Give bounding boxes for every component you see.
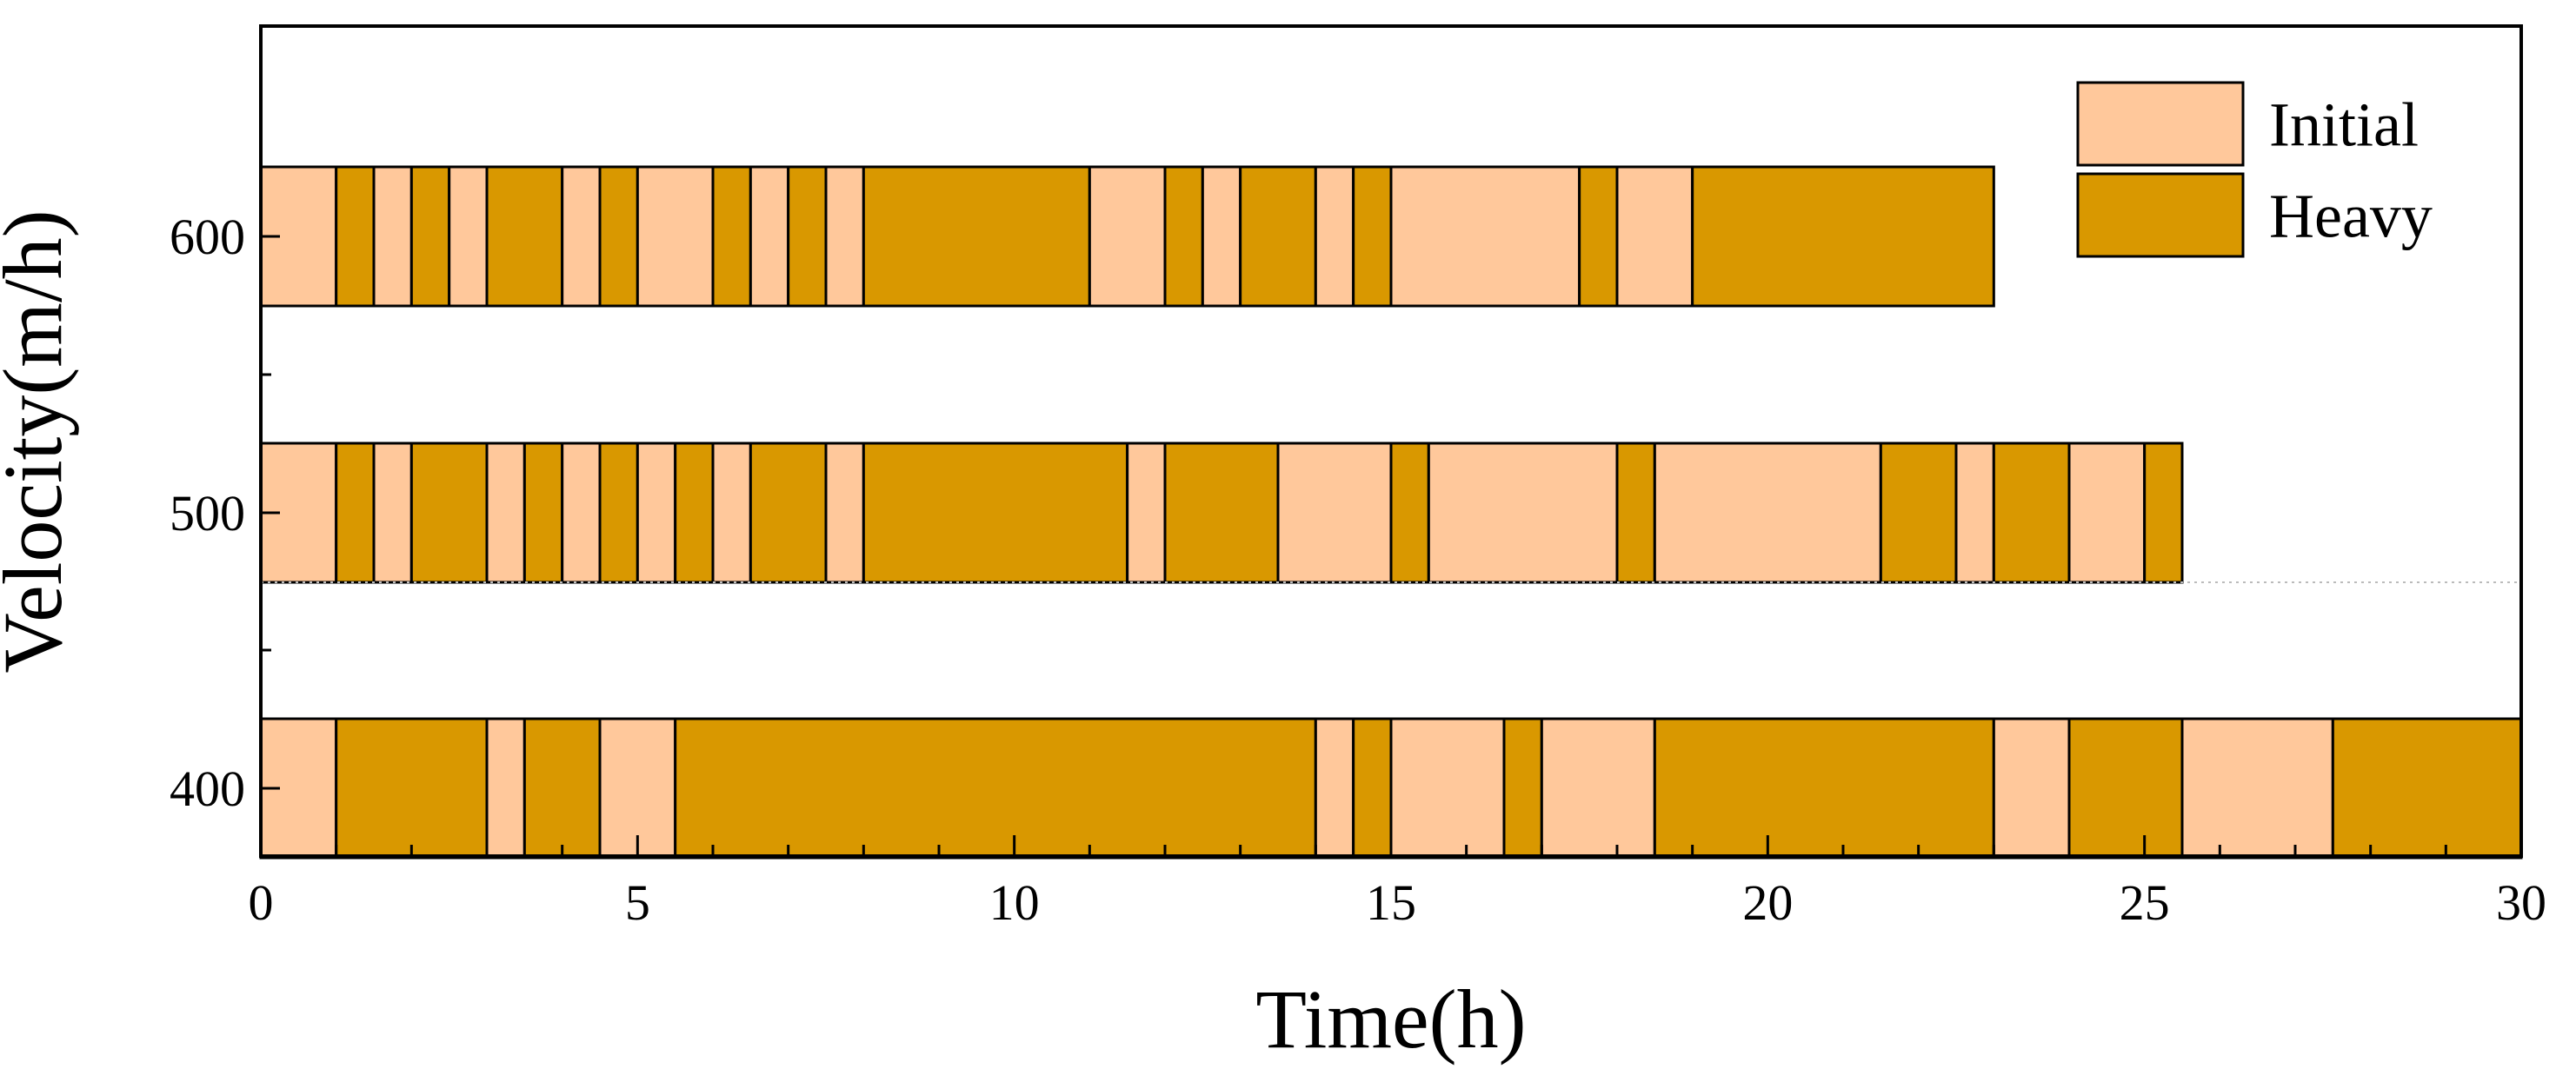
bar-segment-400-6	[1314, 717, 1355, 860]
bar-segment-500-18	[1427, 442, 1619, 584]
bar-segment-600-10	[749, 165, 790, 308]
x-tick-label-5: 5	[625, 874, 650, 931]
bar-segment-400-1	[335, 717, 489, 860]
bar-segment-600-12	[824, 165, 865, 308]
x-tick-label-0: 0	[249, 874, 274, 931]
bar-segment-600-17	[1239, 165, 1317, 308]
bar-segment-500-1	[335, 442, 376, 584]
bars-group	[259, 165, 2523, 860]
legend-swatch-initial	[2076, 81, 2245, 167]
bar-segment-500-22	[1954, 442, 1995, 584]
legend-label-initial: Initial	[2269, 90, 2419, 160]
bar-segment-400-3	[523, 717, 602, 860]
bar-segment-600-9	[711, 165, 752, 308]
x-tick-label-10: 10	[989, 874, 1040, 931]
x-tick-label-20: 20	[1742, 874, 1793, 931]
bar-segment-600-14	[1088, 165, 1167, 308]
bar-segment-500-3	[409, 442, 489, 584]
bar-segment-500-15	[1163, 442, 1280, 584]
bar-segment-500-8	[636, 442, 677, 584]
bar-segment-400-13	[2067, 717, 2184, 860]
y-tick-label-500: 500	[170, 485, 245, 541]
bar-segment-600-5	[485, 165, 564, 308]
bar-segment-400-7	[1352, 717, 1393, 860]
y-tick-label-400: 400	[170, 760, 245, 817]
bar-segment-500-12	[824, 442, 865, 584]
bar-segment-600-3	[409, 165, 451, 308]
bar-segment-500-25	[2143, 442, 2184, 584]
legend-swatch-heavy	[2076, 172, 2245, 258]
bar-segment-600-18	[1314, 165, 1355, 308]
legend: Initial Heavy	[2076, 81, 2433, 258]
bar-segment-600-19	[1352, 165, 1393, 308]
bar-segment-500-24	[2067, 442, 2147, 584]
bar-segment-600-15	[1163, 165, 1204, 308]
bar-segment-500-14	[1126, 442, 1167, 584]
bar-segment-600-21	[1578, 165, 1619, 308]
bar-segment-500-21	[1879, 442, 1958, 584]
legend-label-heavy: Heavy	[2269, 182, 2433, 251]
y-axis-title: Velocity(m/h)	[0, 209, 79, 673]
bar-segment-500-2	[372, 442, 413, 584]
bar-segment-500-4	[485, 442, 526, 584]
bar-segment-600-11	[787, 165, 828, 308]
bar-segment-600-16	[1201, 165, 1242, 308]
x-tick-label-30: 30	[2496, 874, 2546, 931]
bar-segment-600-22	[1615, 165, 1694, 308]
bar-segment-600-8	[636, 165, 715, 308]
bar-segment-400-5	[674, 717, 1317, 860]
y-ticks: 600 500 400	[170, 209, 280, 817]
bar-segment-500-6	[561, 442, 602, 584]
bar-segment-400-2	[485, 717, 526, 860]
bar-segment-400-15	[2331, 717, 2523, 860]
bar-segment-400-9	[1502, 717, 1543, 860]
bar-segment-600-2	[372, 165, 413, 308]
x-axis-title: Time(h)	[1255, 973, 1526, 1066]
bar-segment-400-11	[1653, 717, 1995, 860]
bar-segment-500-11	[749, 442, 828, 584]
bar-segment-500-7	[598, 442, 639, 584]
bar-segment-400-14	[2180, 717, 2334, 860]
bar-segment-500-23	[1992, 442, 2071, 584]
x-tick-label-25: 25	[2120, 874, 2170, 931]
x-tick-label-15: 15	[1366, 874, 1416, 931]
bar-segment-600-20	[1389, 165, 1581, 308]
bar-segment-500-19	[1615, 442, 1656, 584]
bar-segment-500-9	[674, 442, 715, 584]
bar-segment-600-7	[598, 165, 639, 308]
bar-segment-400-10	[1540, 717, 1656, 860]
bar-segment-400-4	[598, 717, 677, 860]
bar-segment-500-5	[523, 442, 564, 584]
bar-segment-500-10	[711, 442, 752, 584]
bar-segment-400-8	[1389, 717, 1506, 860]
bar-segment-600-4	[448, 165, 489, 308]
bar-segment-400-12	[1992, 717, 2071, 860]
bar-segment-600-23	[1691, 165, 1995, 308]
bar-segment-500-17	[1389, 442, 1430, 584]
y-tick-label-600: 600	[170, 209, 245, 265]
x-ticks: 0 5 10 15 20 25 30	[249, 835, 2546, 931]
bar-segment-500-20	[1653, 442, 1882, 584]
bar-segment-500-13	[862, 442, 1129, 584]
bar-segment-600-1	[335, 165, 376, 308]
bar-segment-600-6	[561, 165, 602, 308]
bar-segment-500-16	[1276, 442, 1393, 584]
bar-segment-600-13	[862, 165, 1091, 308]
